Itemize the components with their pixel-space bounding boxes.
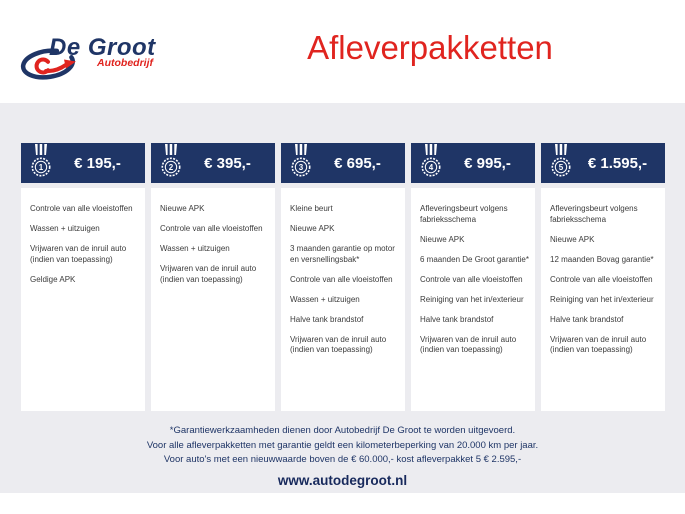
package-item: Controle van alle vloeistoffen <box>160 224 263 234</box>
package-item: Reiniging van het in/exterieur <box>420 294 524 304</box>
package-price-header: 4 € 995,- <box>411 143 535 183</box>
package-item: Afleveringsbeurt volgens fabrieksschema <box>550 204 638 224</box>
package-item: Halve tank brandstof <box>290 314 364 324</box>
degroot-logo: De Groot Autobedrijf <box>18 30 178 90</box>
package-price: € 395,- <box>204 154 251 172</box>
package-item: Nieuwe APK <box>550 234 595 244</box>
package-card: 3 € 695,- Kleine beurt Nieuwe APK 3 maanden … <box>281 143 405 411</box>
package-item: Wassen + uitzuigen <box>290 294 360 304</box>
package-price-header: 1 € 195,- <box>21 143 145 183</box>
logo-swoosh-icon <box>20 46 82 85</box>
medal-icon: 5 <box>548 144 574 181</box>
package-item: Geldige APK <box>30 274 76 284</box>
svg-text:4: 4 <box>429 163 434 172</box>
svg-text:1: 1 <box>39 163 44 172</box>
package-item: Vrijwaren van de inruil auto (indien van… <box>550 334 647 355</box>
package-item: Afleveringsbeurt volgens fabrieksschema <box>420 204 508 224</box>
footnote: Voor alle afleverpakketten met garantie … <box>146 439 539 451</box>
medal-icon: 4 <box>418 144 444 181</box>
footnote: *Garantiewerkzaamheden dienen door Autob… <box>169 425 516 436</box>
package-item: 12 maanden Bovag garantie* <box>550 254 654 264</box>
svg-text:3: 3 <box>299 163 304 172</box>
medal-icon: 2 <box>158 144 184 181</box>
package-items: Afleveringsbeurt volgens fabrieksschema N… <box>541 188 665 411</box>
package-price-header: 5 € 1.595,- <box>541 143 665 183</box>
package-item: Halve tank brandstof <box>420 314 494 324</box>
package-card: 2 € 395,- Nieuwe APK Controle van alle vloe… <box>151 143 275 411</box>
package-price: € 695,- <box>334 154 381 172</box>
package-item: 3 maanden garantie op motor en versnelli… <box>290 244 395 264</box>
package-items: Kleine beurt Nieuwe APK 3 maanden garantie… <box>281 188 405 411</box>
package-item: Kleine beurt <box>290 204 333 213</box>
package-card: 1 € 195,- Controle van alle vloeistoffen Wa… <box>21 143 145 411</box>
svg-text:2: 2 <box>169 163 174 172</box>
footnotes: *Garantiewerkzaamheden dienen door Autob… <box>0 424 685 468</box>
package-card: 4 € 995,- Afleveringsbeurt volgens fabriek… <box>411 143 535 411</box>
package-items: Nieuwe APK Controle van alle vloeistoffen… <box>151 188 275 411</box>
logo-sub-text: Autobedrijf <box>97 57 153 69</box>
package-price-header: 2 € 395,- <box>151 143 275 183</box>
package-item: Controle van alle vloeistoffen <box>290 274 393 284</box>
package-price-header: 3 € 695,- <box>281 143 405 183</box>
package-item: Controle van alle vloeistoffen <box>550 274 653 284</box>
medal-icon: 1 <box>28 144 54 181</box>
package-card: 5 € 1.595,- Afleveringsbeurt volgens fabri… <box>541 143 665 411</box>
package-item: 6 maanden De Groot garantie* <box>420 254 529 264</box>
package-item: Wassen + uitzuigen <box>30 224 100 234</box>
package-item: Controle van alle vloeistoffen <box>30 204 133 213</box>
package-items: Afleveringsbeurt volgens fabrieksschema N… <box>411 188 535 411</box>
svg-text:5: 5 <box>559 163 564 172</box>
medal-icon: 3 <box>288 144 314 181</box>
package-price: € 1.595,- <box>587 154 648 172</box>
logo-brand-text: De Groot <box>49 34 156 61</box>
package-price: € 995,- <box>464 154 511 172</box>
package-item: Vrijwaren van de inruil auto (indien van… <box>160 264 257 284</box>
page-title: Afleverpakketten <box>307 29 553 66</box>
package-item: Nieuwe APK <box>420 234 465 244</box>
website-link[interactable]: www.autodegroot.nl <box>277 473 408 488</box>
package-item: Controle van alle vloeistoffen <box>420 274 523 284</box>
content-section: 1 € 195,- Controle van alle vloeistoffen Wa… <box>0 103 685 493</box>
package-item: Vrijwaren van de inruil auto (indien van… <box>290 334 387 355</box>
package-item: Vrijwaren van de inruil auto (indien van… <box>30 244 127 264</box>
packages-row: 1 € 195,- Controle van alle vloeistoffen Wa… <box>21 143 665 411</box>
package-item: Wassen + uitzuigen <box>160 244 230 254</box>
footnote: Voor auto's met een nieuwwaarde boven de… <box>163 454 522 465</box>
package-item: Halve tank brandstof <box>550 314 624 324</box>
package-item: Reiniging van het in/exterieur <box>550 294 654 304</box>
header: De Groot Autobedrijf Afleverpakketten <box>0 0 685 103</box>
package-items: Controle van alle vloeistoffen Wassen + u… <box>21 188 145 411</box>
package-item: Nieuwe APK <box>160 204 205 213</box>
package-price: € 195,- <box>74 154 121 172</box>
package-item: Vrijwaren van de inruil auto (indien van… <box>420 334 517 355</box>
package-item: Nieuwe APK <box>290 224 335 234</box>
